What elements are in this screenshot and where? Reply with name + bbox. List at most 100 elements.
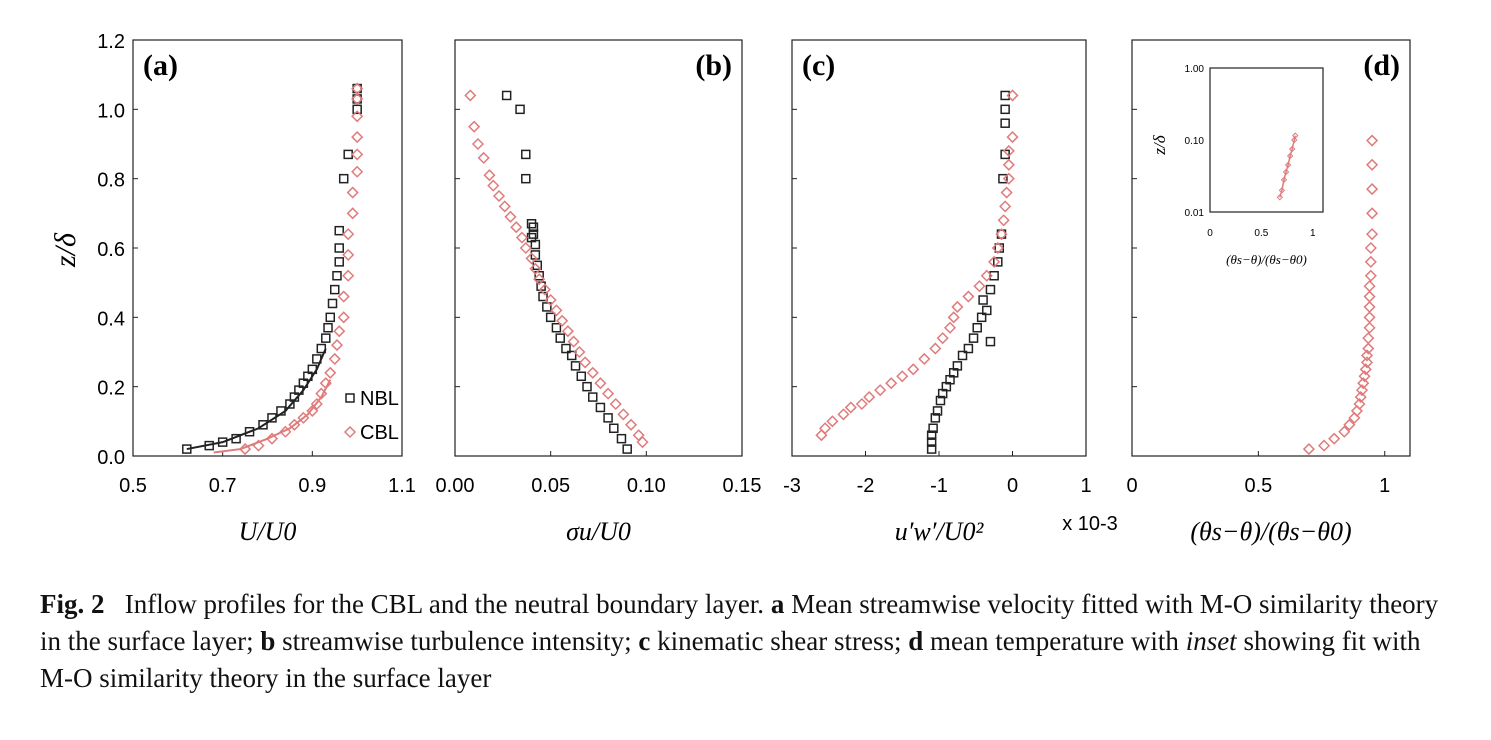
caption-text-intro: Inflow profiles for the CBL and the neut… <box>124 589 765 619</box>
caption-d: d <box>908 626 924 656</box>
data-point <box>929 342 942 355</box>
y-tick-label: 1.2 <box>97 31 125 53</box>
data-point <box>978 295 988 305</box>
data-point <box>333 325 346 338</box>
data-point <box>334 225 344 236</box>
data-point <box>327 298 338 309</box>
data-point <box>1002 144 1015 157</box>
data-point <box>1006 131 1019 144</box>
panel-letter: (d) <box>1363 49 1400 82</box>
inset-x-tick-label: 0 <box>1207 228 1213 239</box>
data-point <box>252 439 265 452</box>
inset-data-point <box>1288 145 1296 153</box>
panel-letter: (b) <box>695 49 732 82</box>
data-point <box>239 443 252 456</box>
x-tick-label: -2 <box>857 475 875 497</box>
x-axis-title: (θs−θ)/(θs−θ0) <box>1190 517 1351 546</box>
data-point <box>1006 89 1019 102</box>
data-point <box>561 343 571 354</box>
x-tick-label: 0.10 <box>627 475 666 497</box>
x-tick-label: 0 <box>1007 475 1018 497</box>
data-point <box>529 262 542 275</box>
data-point <box>338 173 349 184</box>
data-point <box>837 408 850 421</box>
data-point <box>930 413 941 423</box>
data-point <box>544 293 557 307</box>
data-point <box>609 423 619 434</box>
panel-a: (a) 0.0 0.2 0.4 0.6 0.8 1.0 1.2 0.5 0.7 0.9 1.1 U/U0… <box>97 31 416 546</box>
y-tick-label: 0.8 <box>97 170 125 192</box>
data-point <box>576 371 587 382</box>
data-point <box>244 426 255 437</box>
data-point <box>265 432 279 445</box>
data-point <box>918 352 931 365</box>
data-point <box>515 231 529 244</box>
data-point <box>328 352 341 365</box>
data-point <box>972 322 982 333</box>
data-point <box>907 363 920 376</box>
data-point <box>351 165 364 178</box>
legend-marker <box>345 393 355 403</box>
data-point <box>1358 370 1371 383</box>
y-tick-label: 1.0 <box>97 100 125 122</box>
data-point <box>932 406 943 416</box>
data-point <box>617 408 630 421</box>
data-point <box>515 104 525 115</box>
data-point <box>550 304 563 317</box>
data-point <box>279 425 292 438</box>
data-point <box>321 333 331 343</box>
data-point <box>594 377 607 390</box>
data-point <box>1364 241 1377 255</box>
data-point <box>351 131 364 144</box>
x-tick-label: -3 <box>783 475 801 497</box>
data-point <box>351 92 364 105</box>
x-tick-label: 0.5 <box>119 475 147 497</box>
caption-text-end: showing fit with M-O similarity theory i… <box>40 626 1421 693</box>
data-point <box>1366 158 1379 171</box>
inset-data-point <box>1278 187 1286 194</box>
data-point <box>310 397 323 411</box>
data-point <box>182 444 192 454</box>
data-point <box>1366 134 1379 147</box>
data-point <box>477 151 490 164</box>
data-point <box>351 82 364 95</box>
plot-frame <box>454 39 743 457</box>
data-point <box>1363 311 1376 324</box>
data-point <box>332 270 342 281</box>
data-point <box>325 312 336 323</box>
data-point <box>603 413 613 423</box>
data-point <box>1002 158 1015 171</box>
data-point <box>993 257 1003 267</box>
inset-frame <box>1209 67 1324 213</box>
data-point <box>337 311 350 324</box>
inset-data-point <box>1286 152 1294 160</box>
panel-letter: (c) <box>802 49 835 82</box>
data-point <box>602 387 615 400</box>
data-point <box>307 364 318 375</box>
data-point <box>258 420 268 430</box>
data-point <box>588 392 598 402</box>
x-tick-label: 1 <box>1080 475 1091 497</box>
x-tick-label: 0.9 <box>298 475 326 497</box>
data-point <box>1360 349 1374 362</box>
data-point <box>1364 269 1377 282</box>
data-point <box>510 221 523 234</box>
data-point <box>989 270 999 281</box>
caption-inset-word: inset <box>1185 626 1237 656</box>
x-tick-label: 0.00 <box>436 475 475 497</box>
inset-data-point <box>1282 168 1290 176</box>
data-point <box>330 284 340 295</box>
figure: z/δ x 10-3 (a) 0.0 0.2 0.4 0.6 0.8 1.0 1.2 0.5 0.… <box>49 31 1411 546</box>
data-point <box>346 186 359 199</box>
data-point <box>346 207 359 220</box>
data-point <box>521 173 531 184</box>
inset-data-point <box>1291 136 1298 144</box>
data-point <box>231 433 241 444</box>
panel-b: (b) 0.00 0.05 0.10 0.15 σu/U0 <box>436 39 761 546</box>
data-point <box>343 149 353 160</box>
data-point <box>204 440 214 451</box>
inset-y-tick-label: 0.01 <box>1185 208 1205 219</box>
figure-caption: Fig. 2 Inflow profiles for the CBL and t… <box>40 586 1440 697</box>
data-point <box>926 444 937 454</box>
data-point <box>217 437 228 447</box>
